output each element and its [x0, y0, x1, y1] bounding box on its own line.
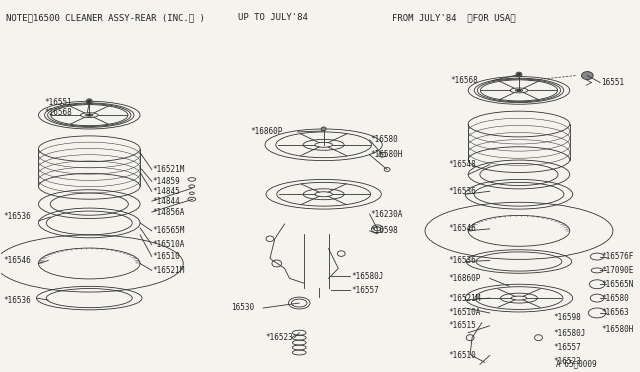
Text: *16598: *16598: [553, 313, 581, 323]
Text: *16860P: *16860P: [250, 128, 283, 137]
Text: *16546: *16546: [449, 224, 476, 233]
Text: UP TO JULY'84: UP TO JULY'84: [237, 13, 308, 22]
Text: *16523: *16523: [265, 333, 293, 342]
Text: *16580J: *16580J: [553, 329, 586, 338]
Text: *14844: *14844: [153, 197, 180, 206]
Text: A'65〃0009: A'65〃0009: [556, 359, 598, 368]
Ellipse shape: [87, 115, 92, 116]
Text: *16557: *16557: [351, 286, 379, 295]
Text: *16515: *16515: [449, 321, 476, 330]
Text: *16510A: *16510A: [449, 308, 481, 317]
Text: *16580H: *16580H: [601, 325, 634, 334]
Text: *16580: *16580: [601, 294, 628, 302]
Text: *16576F: *16576F: [601, 252, 634, 261]
Text: *16510: *16510: [153, 252, 180, 261]
Text: *16523: *16523: [553, 357, 581, 366]
Text: *16536: *16536: [449, 187, 476, 196]
Ellipse shape: [88, 100, 91, 103]
Text: *16548: *16548: [449, 160, 476, 169]
Text: *14856A: *14856A: [153, 208, 185, 217]
Ellipse shape: [321, 127, 326, 131]
Text: *16860P: *16860P: [449, 274, 481, 283]
Text: *16521M: *16521M: [153, 266, 185, 275]
Text: *16557: *16557: [553, 343, 581, 352]
Ellipse shape: [86, 99, 92, 104]
Text: 16551: 16551: [601, 78, 624, 87]
Text: *16568: *16568: [451, 76, 478, 85]
Text: *16546: *16546: [3, 256, 31, 265]
Text: *16580J: *16580J: [351, 272, 383, 281]
Text: *16565M: *16565M: [153, 226, 185, 235]
Text: FROM JULY'84  〈FOR USA〉: FROM JULY'84 〈FOR USA〉: [392, 13, 516, 22]
Text: *16510: *16510: [449, 351, 476, 360]
Text: *14845: *14845: [153, 187, 180, 196]
Text: *16521M: *16521M: [153, 165, 185, 174]
Text: *17090E: *17090E: [601, 266, 634, 275]
Text: *16536: *16536: [3, 296, 31, 305]
Text: *16510A: *16510A: [153, 240, 185, 249]
Text: *16563: *16563: [601, 308, 628, 317]
Text: *16536: *16536: [3, 212, 31, 221]
Text: *14859: *14859: [153, 177, 180, 186]
Ellipse shape: [582, 72, 593, 80]
Ellipse shape: [518, 73, 520, 76]
Text: *16580: *16580: [371, 135, 398, 144]
Text: *16565N: *16565N: [601, 280, 634, 289]
Text: *16551: *16551: [44, 98, 72, 107]
Ellipse shape: [517, 90, 521, 91]
Ellipse shape: [516, 72, 522, 77]
Text: *16598: *16598: [371, 226, 398, 235]
Text: *16230A: *16230A: [371, 209, 403, 218]
Text: *16536: *16536: [449, 256, 476, 265]
Text: 16530: 16530: [231, 304, 254, 312]
Text: *16580H: *16580H: [371, 150, 403, 159]
Text: *16521M: *16521M: [449, 294, 481, 302]
Text: *16568: *16568: [44, 108, 72, 117]
Text: NOTEㅠ16500 CLEANER ASSY-REAR (INC.※ ): NOTEㅠ16500 CLEANER ASSY-REAR (INC.※ ): [6, 13, 205, 22]
